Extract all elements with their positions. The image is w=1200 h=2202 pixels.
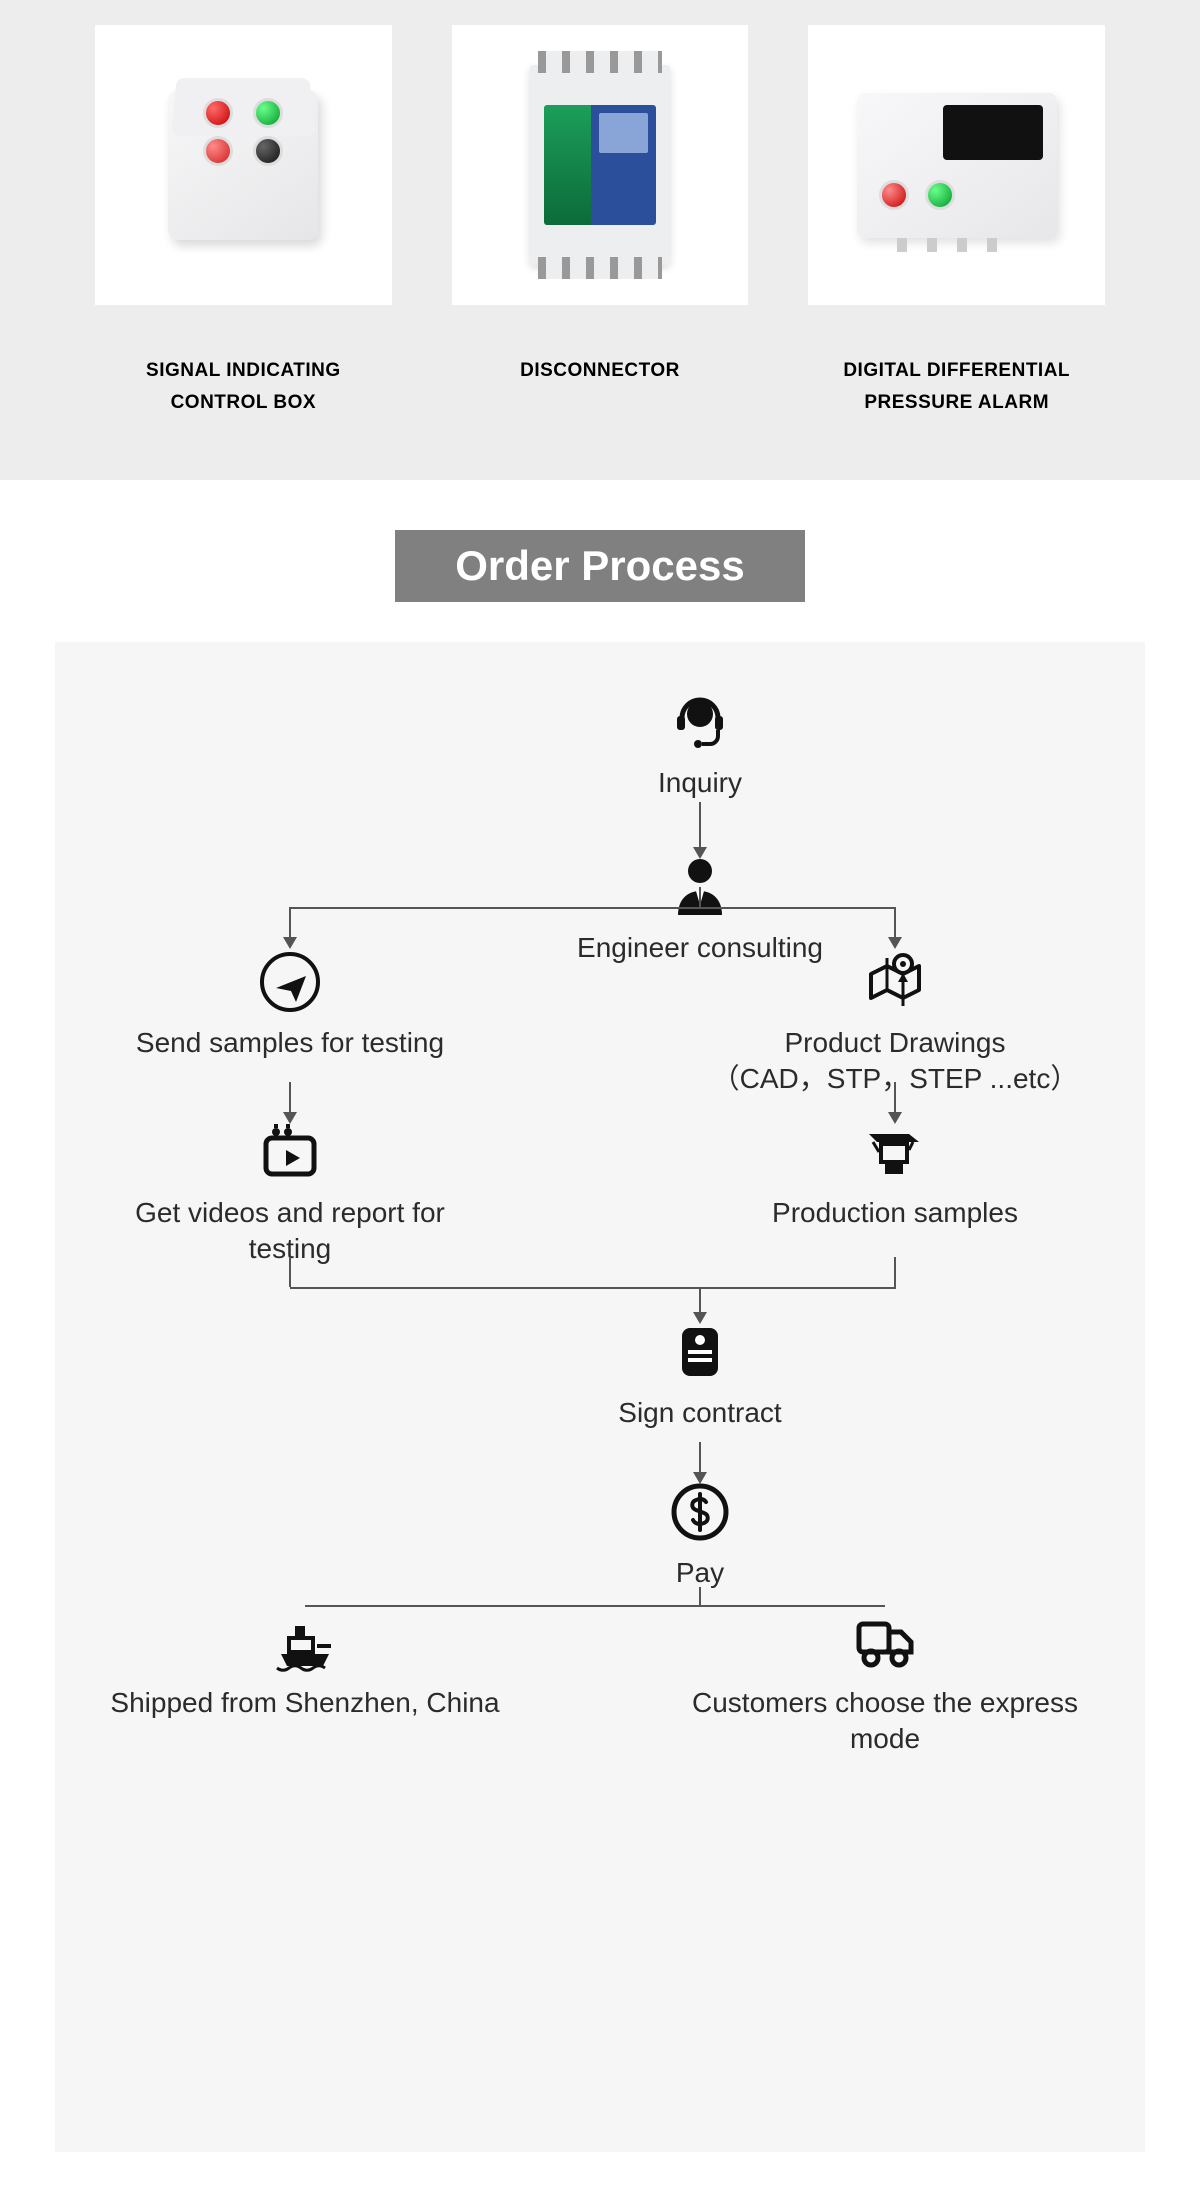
product-image	[95, 25, 392, 305]
flow-node-videos: Get videos and report for testing	[125, 1117, 455, 1268]
products-row: SIGNAL INDICATINGCONTROL BOX DISCONNECTO…	[95, 25, 1105, 420]
products-section: SIGNAL INDICATINGCONTROL BOX DISCONNECTO…	[0, 0, 1200, 480]
product-card-control-box: SIGNAL INDICATINGCONTROL BOX	[95, 25, 392, 420]
flow-node-label: Customers choose the express mode	[685, 1685, 1085, 1758]
flow-node-contract: Sign contract	[515, 1317, 885, 1431]
connector	[290, 907, 895, 909]
connector	[699, 1442, 701, 1472]
arrow-icon	[693, 1312, 707, 1324]
flow-node-shipped: Shipped from Shenzhen, China	[105, 1607, 505, 1721]
flow-node-express: Customers choose the express mode	[685, 1607, 1085, 1758]
arrow-icon	[283, 1112, 297, 1124]
flow-node-pay: Pay	[600, 1477, 800, 1591]
connector	[289, 1257, 291, 1287]
machine-icon	[860, 1117, 930, 1187]
truck-icon	[850, 1607, 920, 1677]
connector	[894, 1257, 896, 1287]
connector	[699, 887, 701, 907]
product-label: DISCONNECTOR	[520, 355, 680, 387]
headset-icon	[665, 687, 735, 757]
flow-node-label: Production samples	[772, 1195, 1018, 1231]
flow-node-samples: Send samples for testing	[135, 947, 445, 1061]
arrow-icon	[693, 847, 707, 859]
section-header: Order Process	[395, 530, 805, 602]
connector	[699, 802, 701, 847]
connector	[894, 1082, 896, 1112]
contract-icon	[665, 1317, 735, 1387]
alarm-illustration	[857, 93, 1057, 238]
flow-node-prodsamp: Production samples	[725, 1117, 1065, 1231]
product-card-alarm: DIGITAL DIFFERENTIALPRESSURE ALARM	[808, 25, 1105, 420]
product-label: SIGNAL INDICATINGCONTROL BOX	[146, 355, 341, 420]
flow-node-label: Shipped from Shenzhen, China	[110, 1685, 499, 1721]
connector	[289, 907, 291, 937]
arrow-icon	[693, 1472, 707, 1484]
plane-icon	[255, 947, 325, 1017]
map-icon	[860, 947, 930, 1017]
connector	[305, 1605, 885, 1607]
flow-canvas: Inquiry Engineer consulting Send samples…	[105, 687, 1095, 2097]
arrow-icon	[283, 937, 297, 949]
flow-node-label: Send samples for testing	[136, 1025, 444, 1061]
arrow-icon	[888, 937, 902, 949]
disconnector-illustration	[530, 65, 670, 265]
flow-node-label: Sign contract	[618, 1395, 781, 1431]
product-image	[808, 25, 1105, 305]
connector	[290, 1287, 896, 1289]
product-image	[452, 25, 749, 305]
control-box-illustration	[168, 90, 318, 240]
connector	[699, 1587, 701, 1605]
dollar-icon	[665, 1477, 735, 1547]
arrow-icon	[888, 1112, 902, 1124]
video-icon	[255, 1117, 325, 1187]
ship-icon	[270, 1607, 340, 1677]
connector	[289, 1082, 291, 1112]
flow-node-inquiry: Inquiry	[600, 687, 800, 801]
flow-node-label: Pay	[676, 1555, 724, 1591]
connector	[699, 1287, 701, 1312]
flow-node-label: Inquiry	[658, 765, 742, 801]
flow-node-drawings: Product Drawings（CAD，STP，STEP ...etc）	[695, 947, 1095, 1098]
product-card-disconnector: DISCONNECTOR	[452, 25, 749, 420]
connector	[894, 907, 896, 937]
flow-section: Inquiry Engineer consulting Send samples…	[55, 642, 1145, 2152]
product-label: DIGITAL DIFFERENTIALPRESSURE ALARM	[843, 355, 1070, 420]
